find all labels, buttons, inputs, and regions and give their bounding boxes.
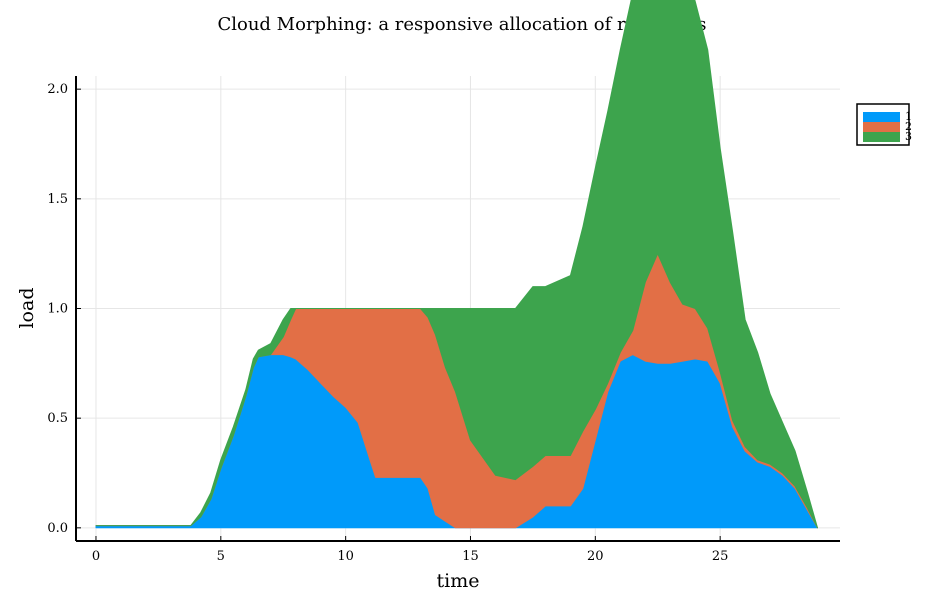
y-axis-label: load — [16, 287, 38, 328]
legend-label-3: 3 — [905, 130, 912, 143]
legend: 123 — [856, 103, 912, 146]
y-tick-label: 1.0 — [47, 302, 68, 317]
stacked-areas — [95, 0, 818, 529]
y-tick-label: 2.0 — [47, 82, 68, 97]
x-tick-label: 5 — [217, 549, 225, 564]
ticks: 0 5 10 15 20 25 0.0 0.5 1.0 1.5 2.0 — [47, 82, 728, 564]
area-series-3 — [95, 0, 818, 529]
x-tick-label: 25 — [712, 549, 729, 564]
x-tick-label: 20 — [587, 549, 604, 564]
x-tick-label: 10 — [337, 549, 354, 564]
y-tick-label: 1.5 — [47, 192, 68, 207]
x-tick-label: 15 — [462, 549, 479, 564]
legend-swatch-1 — [863, 112, 900, 122]
legend-label-1: 1 — [905, 110, 912, 123]
y-tick-label: 0.0 — [47, 521, 68, 536]
x-tick-label: 0 — [92, 549, 100, 564]
chart-title: Cloud Morphing: a responsive allocation … — [217, 14, 706, 35]
legend-swatch-3 — [863, 132, 900, 142]
y-tick-label: 0.5 — [47, 411, 68, 426]
legend-swatch-2 — [863, 122, 900, 132]
legend-label-2: 2 — [905, 120, 912, 133]
x-axis-label: time — [437, 570, 480, 592]
